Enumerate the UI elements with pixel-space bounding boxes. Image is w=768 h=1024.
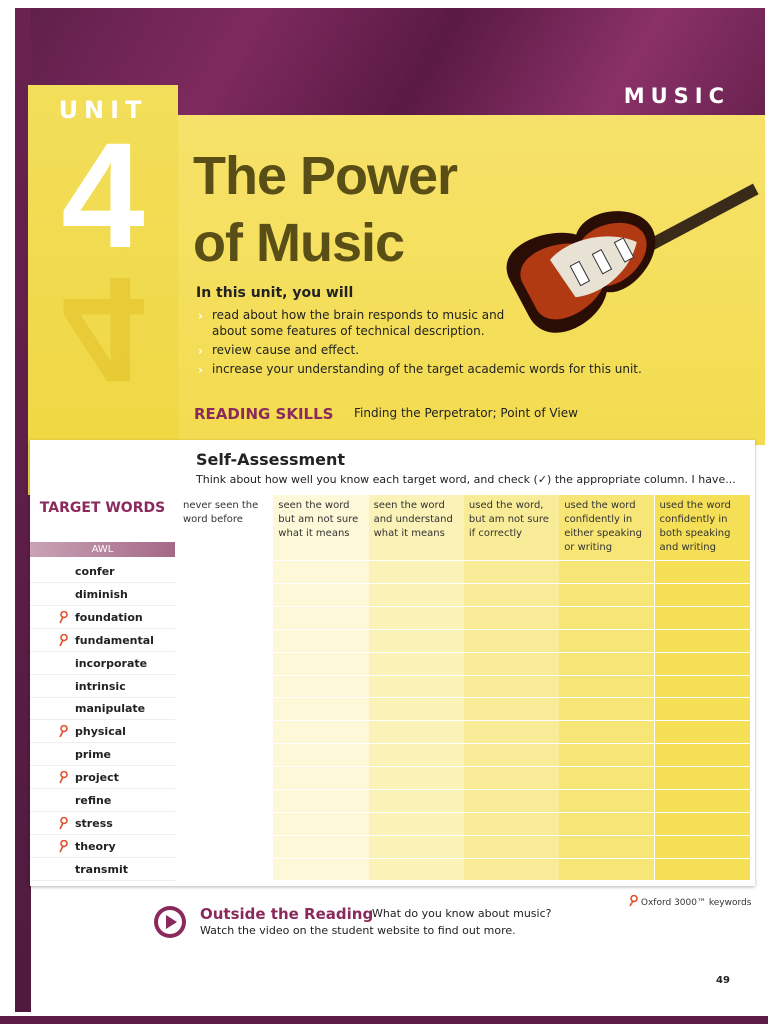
- target-word: prime: [30, 743, 175, 767]
- awl-label: AWL: [30, 542, 175, 557]
- key-icon: [59, 725, 68, 738]
- target-word: foundation: [30, 606, 175, 629]
- row-line: [178, 651, 750, 653]
- column-header: used the word confidently in both speaki…: [659, 500, 731, 553]
- row-line: [178, 789, 750, 790]
- page-number: 49: [716, 975, 730, 986]
- column-header: seen the word but am not sure what it me…: [278, 500, 359, 539]
- row-line: [178, 582, 750, 584]
- table-column: seen the word and understand what it mea…: [368, 495, 464, 880]
- key-icon: [59, 839, 68, 853]
- video-button[interactable]: [152, 904, 188, 940]
- legend-text: Oxford 3000™ keywords: [640, 898, 752, 908]
- row-line: [178, 834, 750, 836]
- column-header: seen the word and understand what it mea…: [373, 500, 453, 539]
- target-word: incorporate: [30, 652, 175, 675]
- intro-item: increase your understanding of the targe…: [196, 361, 656, 378]
- row-line: [178, 697, 750, 699]
- outside-reading-title: Outside the Reading: [200, 905, 374, 923]
- intro-list: read about how the brain responds to mus…: [196, 307, 656, 380]
- table-column: used the word confidently in either spea…: [559, 495, 655, 880]
- key-icon: [59, 771, 68, 784]
- bottom-band: [0, 1016, 768, 1024]
- unit-number: 4: [61, 111, 145, 279]
- keyword-legend: Oxford 3000™ keywords: [628, 894, 752, 908]
- left-band: [15, 8, 31, 1012]
- row-line: [178, 857, 750, 859]
- row-line: [178, 766, 750, 768]
- target-word: diminish: [30, 583, 175, 606]
- target-word: confer: [30, 560, 175, 583]
- reading-skills-label: READING SKILLS: [194, 405, 334, 423]
- row-line: [178, 743, 750, 745]
- unit-box: [28, 85, 178, 495]
- title-line: The Power: [193, 146, 458, 206]
- row-line: [178, 674, 750, 676]
- title-line: of Music: [193, 213, 405, 273]
- row-line: [178, 628, 750, 630]
- target-word: intrinsic: [30, 675, 175, 698]
- target-word: theory: [30, 835, 175, 858]
- section-label: MUSIC: [623, 84, 730, 108]
- table-column: used the word confidently in both speaki…: [654, 495, 750, 880]
- self-assessment-instructions: Think about how well you know each targe…: [196, 473, 736, 486]
- outside-reading-text: Watch the video on the student website t…: [200, 924, 516, 937]
- row-line: [178, 605, 750, 607]
- intro-item: read about how the brain responds to mus…: [196, 307, 516, 339]
- target-word: stress: [30, 812, 175, 835]
- outside-reading-question: What do you know about music?: [372, 907, 552, 920]
- reading-skills-text: Finding the Perpetrator; Point of View: [354, 406, 578, 420]
- unit-label: UNIT: [58, 96, 148, 124]
- row-line: [178, 880, 750, 882]
- column-header: never seen the word before: [183, 500, 259, 525]
- table-column: seen the word but am not sure what it me…: [273, 495, 369, 880]
- target-word: refine: [30, 789, 175, 812]
- target-word: fundamental: [30, 629, 175, 652]
- table-column: used the word, but am not sure if correc…: [463, 495, 560, 880]
- table-column: never seen the word before: [178, 495, 274, 880]
- key-icon: [629, 894, 638, 907]
- row-line: [178, 720, 750, 722]
- target-words-heading: TARGET WORDS: [39, 500, 166, 516]
- key-icon: [59, 633, 68, 647]
- key-icon: [59, 610, 68, 624]
- column-header: used the word confidently in either spea…: [564, 500, 642, 553]
- row-line: [178, 560, 750, 561]
- target-word: transmit: [30, 858, 175, 881]
- row-line: [178, 811, 750, 813]
- key-icon: [59, 816, 68, 830]
- target-word: manipulate: [30, 697, 175, 721]
- column-header: used the word, but am not sure if correc…: [468, 500, 549, 539]
- intro-item: review cause and effect.: [196, 342, 656, 359]
- target-word: project: [30, 766, 175, 790]
- self-assessment-title: Self-Assessment: [196, 450, 346, 469]
- target-word: physical: [30, 720, 175, 744]
- guitar-image: [506, 183, 759, 333]
- header-panel: [178, 115, 765, 445]
- intro-heading: In this unit, you will: [196, 285, 354, 301]
